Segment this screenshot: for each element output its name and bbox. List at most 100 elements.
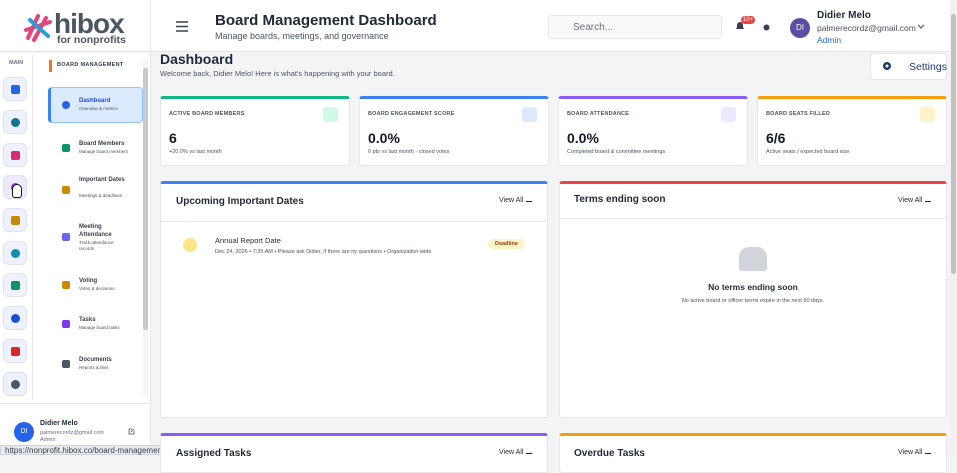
rail-label: MAIN xyxy=(9,60,24,66)
settings-icon xyxy=(883,62,891,70)
rail-icon xyxy=(11,347,20,356)
logout-icon[interactable] xyxy=(128,428,135,435)
rail-button[interactable] xyxy=(3,241,27,265)
panel-link[interactable]: View All xyxy=(898,449,923,456)
divider xyxy=(150,0,151,455)
panel-link[interactable]: View All xyxy=(499,197,524,204)
nav-icon xyxy=(62,360,70,368)
empty-text: No active board or officer terms expire … xyxy=(681,298,825,304)
header-subtitle: Manage boards, meetings, and governance xyxy=(215,31,389,41)
panel-header-divider xyxy=(559,218,947,219)
search-box[interactable]: Search... xyxy=(548,15,722,39)
date-title: Annual Report Date xyxy=(215,236,281,245)
panel-link[interactable]: View All xyxy=(499,449,524,456)
nav-icon xyxy=(62,144,70,152)
panel-title: Assigned Tasks xyxy=(176,448,252,459)
bell-icon[interactable] xyxy=(735,21,745,32)
panel-title: Upcoming Important Dates xyxy=(176,196,304,207)
rail-divider xyxy=(32,55,33,400)
empty-title: No terms ending soon xyxy=(708,282,798,292)
settings-button[interactable]: Settings xyxy=(870,53,947,80)
rail-icon xyxy=(11,85,20,94)
rail-icon xyxy=(11,151,20,160)
panel-link-arrow xyxy=(925,200,931,202)
nav-title: Voting xyxy=(79,278,98,284)
panel-link[interactable]: View All xyxy=(898,197,923,204)
user-name: Didier Melo xyxy=(817,10,871,21)
stat-value: 6 xyxy=(169,130,177,146)
stat-icon xyxy=(522,107,537,122)
page-title: Dashboard xyxy=(160,51,234,67)
status-url: https://nonprofit.hibox.co/board-managem… xyxy=(0,445,170,455)
nav-title: Important Dates xyxy=(79,177,125,183)
rail-icon xyxy=(11,118,20,127)
theme-toggle[interactable] xyxy=(762,23,771,32)
stat-icon xyxy=(721,107,736,122)
nav-title: Documents xyxy=(79,357,112,363)
nav-title: Meeting Attendance xyxy=(79,224,112,238)
sidebar-scrollbar xyxy=(143,60,148,395)
stat-icon xyxy=(323,107,338,122)
panel-link-arrow xyxy=(526,452,532,454)
stat-icon xyxy=(920,107,935,122)
rail-icon xyxy=(11,380,20,389)
nav-title: Dashboard xyxy=(79,98,111,104)
stat-value: 0.0% xyxy=(368,130,400,146)
rail-button[interactable] xyxy=(3,110,27,134)
section-marker xyxy=(49,60,52,72)
footer-role: Admin xyxy=(40,437,56,443)
rail-button[interactable] xyxy=(3,208,27,232)
date-meta: Dec 24, 2026 • 7:35 AM • Please ask Didi… xyxy=(215,249,432,255)
page-scrollbar xyxy=(950,0,957,455)
rail-button[interactable] xyxy=(3,372,27,396)
rail-icon xyxy=(11,281,20,290)
stat-label: BOARD SEATS FILLED xyxy=(766,111,830,117)
stat-value: 6/6 xyxy=(766,130,786,146)
page-welcome: Welcome back, Didier Melo! Here is what'… xyxy=(160,69,395,78)
nav-subtitle: Overview & metrics xyxy=(79,106,118,111)
logo-mark xyxy=(24,14,52,42)
nav-icon xyxy=(62,101,70,109)
user-menu-chevron[interactable] xyxy=(917,24,925,30)
stat-card xyxy=(160,96,350,166)
stat-note: +20.0% vs last month xyxy=(169,149,222,155)
cursor xyxy=(12,184,22,198)
rail-button[interactable] xyxy=(3,143,27,167)
stat-value: 0.0% xyxy=(567,130,599,146)
rail-icon xyxy=(11,216,20,225)
rail-button[interactable] xyxy=(3,273,27,297)
rail-button[interactable] xyxy=(3,77,27,101)
stat-note: Completed board & committee meetings xyxy=(567,149,666,155)
nav-subtitle: Manage board members xyxy=(79,149,129,154)
date-badge: Deadline xyxy=(488,239,525,249)
menu-button[interactable] xyxy=(176,21,188,32)
date-icon xyxy=(183,238,197,252)
nav-icon xyxy=(62,186,70,194)
panel-title: Terms ending soon xyxy=(574,194,666,205)
panel-title: Overdue Tasks xyxy=(574,448,645,459)
stat-card xyxy=(359,96,549,166)
rail-button[interactable] xyxy=(3,306,27,330)
logo-tagline: for nonprofits xyxy=(57,34,126,46)
empty-icon xyxy=(739,247,767,271)
user-avatar[interactable]: DI xyxy=(790,18,810,38)
top-bar xyxy=(0,0,957,52)
nav-icon xyxy=(62,320,70,328)
user-email: palmerecordz@gmail.com xyxy=(817,23,916,33)
panel-link-arrow xyxy=(925,452,931,454)
panel-header-divider xyxy=(160,221,548,222)
sidebar-section: BOARD MANAGEMENT xyxy=(57,62,124,68)
nav-title: Tasks xyxy=(79,317,96,323)
stat-label: BOARD ATTENDANCE xyxy=(567,111,630,117)
rail-icon xyxy=(11,249,20,258)
footer-email: palmerecordz@gmail.com xyxy=(40,430,104,436)
footer-name: Didier Melo xyxy=(40,420,78,427)
nav-title: Board Members xyxy=(79,141,125,147)
rail-icon xyxy=(11,314,20,323)
stat-label: BOARD ENGAGEMENT SCORE xyxy=(368,111,455,117)
user-role: Admin xyxy=(817,35,842,45)
rail-button[interactable] xyxy=(3,339,27,363)
notification-badge: 10+ xyxy=(741,16,756,24)
panel xyxy=(559,181,947,418)
